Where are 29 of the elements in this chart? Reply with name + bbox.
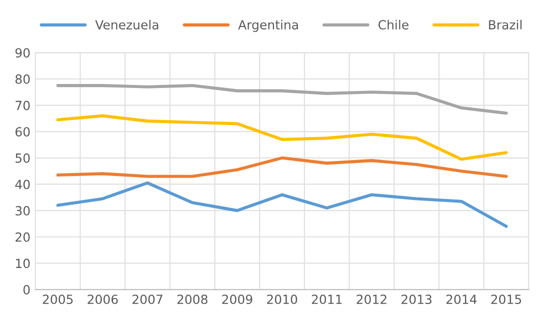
- x-tick-label: 2007: [132, 294, 162, 304]
- x-tick-label: 2006: [88, 294, 118, 304]
- x-tick-label: 2012: [356, 294, 386, 304]
- x-tick-label: 2009: [222, 294, 252, 304]
- x-tick-label: 2013: [402, 294, 432, 304]
- y-tick-label: 0: [23, 284, 30, 294]
- x-tick-label: 2010: [267, 294, 298, 304]
- x-tick-label: 2015: [491, 294, 522, 304]
- legend-label: Argentina: [238, 20, 298, 32]
- y-tick-label: 80: [16, 74, 30, 84]
- y-tick-label: 90: [15, 48, 30, 58]
- y-tick-label: 10: [16, 258, 30, 268]
- legend-label: Brazil: [489, 20, 522, 30]
- y-tick-label: 70: [16, 100, 30, 110]
- line-series: [56, 156, 508, 178]
- legend-label: Chile: [378, 20, 408, 30]
- y-tick-label: 20: [16, 232, 30, 242]
- x-tick-label: 2008: [177, 294, 208, 304]
- y-tick-label: 50: [16, 153, 30, 163]
- y-tick-label: 30: [16, 206, 30, 216]
- line-series: [56, 114, 508, 161]
- legend-label: Venezuela: [95, 20, 158, 30]
- line-series: [56, 84, 508, 115]
- line-series: [56, 181, 508, 228]
- x-tick-label: 2005: [42, 294, 73, 304]
- y-tick-label: 40: [15, 180, 30, 190]
- x-tick-label: 2011: [312, 294, 342, 304]
- x-tick-label: 2014: [446, 294, 477, 304]
- y-tick-label: 60: [16, 127, 30, 137]
